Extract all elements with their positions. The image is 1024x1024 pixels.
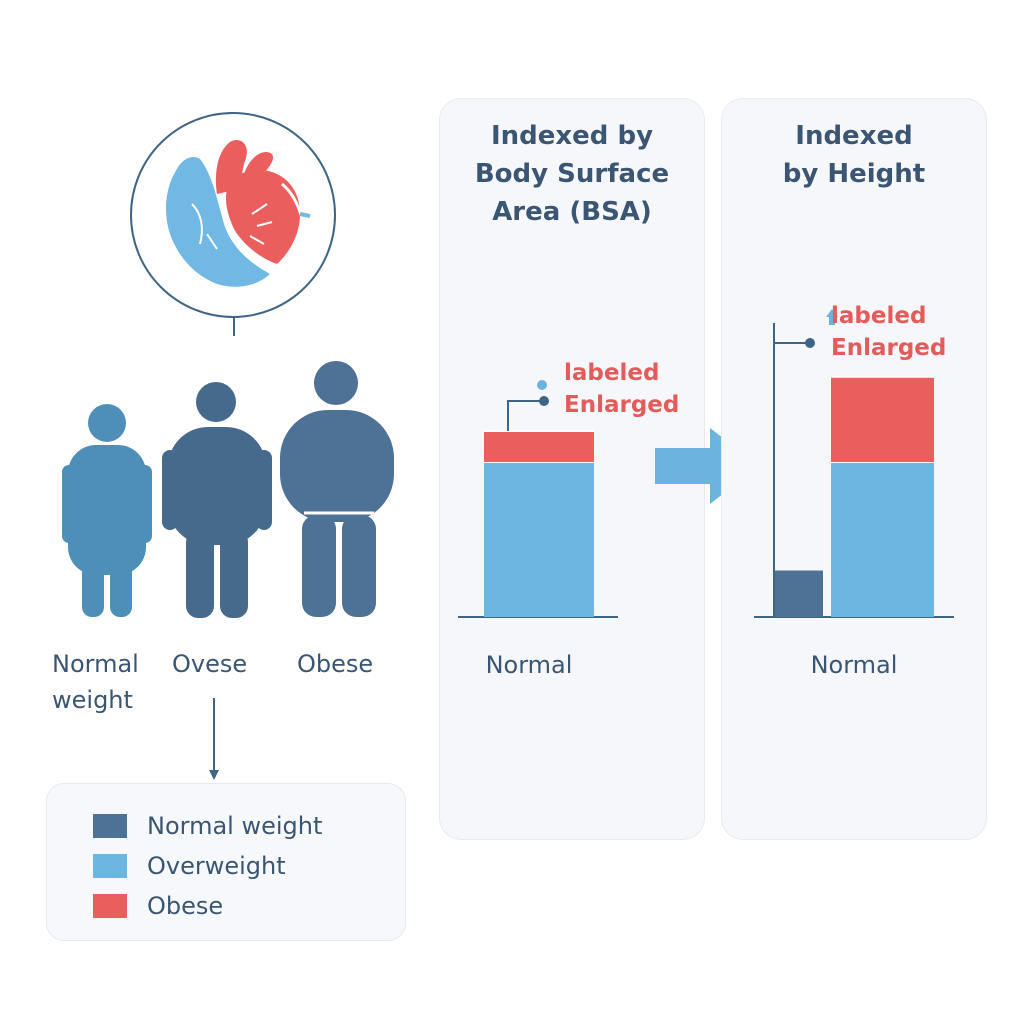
bar-segment-overweight (484, 462, 594, 617)
legend-label: Obese (147, 892, 224, 920)
chart-bsa (458, 380, 618, 618)
heart-icon (166, 139, 311, 287)
panel-title-height: Indexed by Height (782, 121, 926, 189)
normal-weight-person-icon (62, 404, 152, 617)
obese-person-icon (280, 361, 394, 617)
panel-height: Indexed by Height labeled Enlarged Norma… (721, 98, 987, 840)
leader-line-bsa (507, 400, 544, 431)
chart-height (754, 309, 954, 618)
leader-dot-height (805, 338, 815, 348)
legend-swatch-normal-weight (93, 814, 127, 838)
leader-dot-bsa (539, 396, 549, 406)
annotation-height: labeled Enlarged (831, 303, 947, 361)
heart-circle (130, 112, 336, 318)
person-label-overweight: Ovese (172, 650, 248, 678)
overweight-person-icon (162, 382, 272, 618)
legend-item-normal-weight: Normal weight (93, 809, 322, 843)
legend-swatch-obese (93, 894, 127, 918)
legend-item-obese: Obese (93, 889, 223, 923)
x-tick-label-bsa: Normal (485, 651, 573, 679)
legend-swatch-overweight (93, 854, 127, 878)
legend-arrow-icon (209, 698, 219, 780)
legend-item-overweight: Overweight (93, 849, 286, 883)
panel-title-bsa: Indexed by Body Surface Area (BSA) (474, 121, 670, 227)
bar-normal-weight (775, 570, 823, 617)
legend-label: Normal weight (147, 812, 323, 840)
bar-segment-obese (484, 431, 594, 462)
legend-label: Overweight (147, 852, 286, 880)
legend: Normal weight Overweight Obese (46, 783, 406, 941)
person-label-normal-weight: Normal weight (52, 650, 139, 714)
x-tick-label-height: Normal (810, 651, 898, 679)
people-figures (62, 361, 394, 618)
heart-connector (233, 318, 235, 336)
heart-illustration (130, 112, 340, 322)
bar-segment-obese (831, 376, 934, 462)
leader-dot-bsa-2 (537, 380, 547, 390)
person-label-obese: Obese (297, 650, 374, 678)
up-arrow-icon (826, 309, 838, 325)
annotation-bsa: labeled Enlarged (564, 360, 680, 418)
bar-segment-overweight (831, 462, 934, 617)
